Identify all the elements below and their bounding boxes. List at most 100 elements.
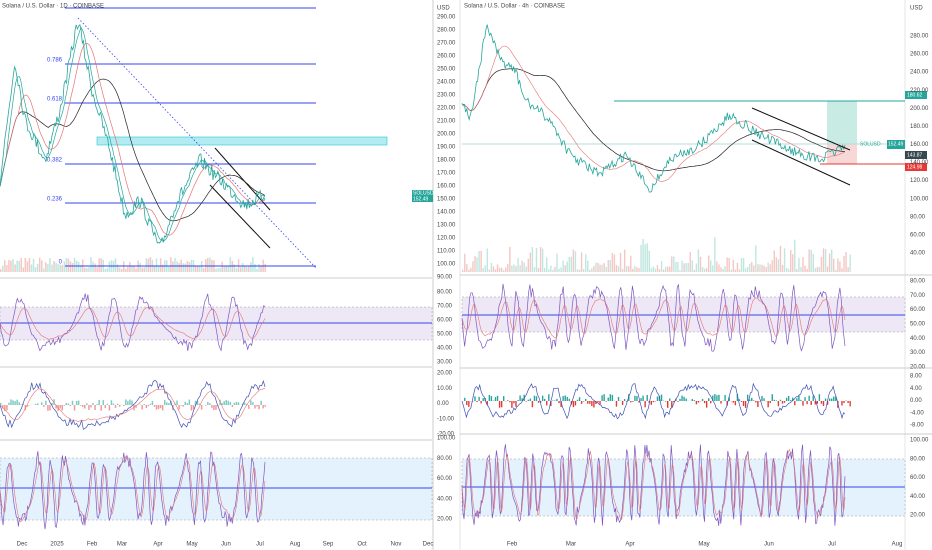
hist-bar bbox=[0, 402, 2, 405]
volume-bar bbox=[509, 246, 511, 272]
volume-bar bbox=[513, 264, 515, 272]
axis-label: 100.00 bbox=[910, 438, 929, 444]
volume-bar bbox=[822, 248, 825, 272]
hist-bar bbox=[541, 395, 544, 401]
hist-bar bbox=[98, 399, 100, 405]
volume-bar bbox=[541, 248, 544, 272]
volume-bar bbox=[219, 267, 221, 272]
axis-label: 180.00 bbox=[910, 124, 929, 130]
hist-bar bbox=[712, 395, 714, 401]
axis-label: 0.00 bbox=[437, 401, 449, 407]
volume-bar bbox=[168, 266, 170, 272]
hist-bar bbox=[229, 402, 232, 405]
hist-bar bbox=[519, 395, 521, 401]
hist-bar bbox=[591, 401, 593, 407]
hist-bar bbox=[209, 403, 211, 405]
volume-bar bbox=[196, 266, 199, 272]
hist-bar bbox=[65, 402, 68, 405]
volume-bar bbox=[638, 268, 640, 272]
hist-bar bbox=[826, 401, 829, 405]
hist-bar bbox=[151, 400, 154, 405]
time-label: Sep bbox=[323, 542, 334, 548]
volume-bar bbox=[617, 266, 620, 272]
hist-bar bbox=[632, 401, 634, 402]
volume-bar bbox=[223, 266, 225, 272]
hist-bar bbox=[804, 397, 806, 401]
hist-bar bbox=[736, 394, 739, 401]
axis-label: 100.00 bbox=[910, 196, 929, 202]
hist-bar bbox=[749, 399, 751, 401]
hist-bar bbox=[831, 398, 833, 401]
price-tag-text: SOLUSD bbox=[413, 190, 434, 196]
hist-bar bbox=[664, 401, 667, 402]
volume-bar bbox=[544, 267, 546, 272]
hist-bar bbox=[84, 405, 86, 409]
hist-bar bbox=[488, 394, 491, 401]
hist-bar bbox=[182, 405, 184, 407]
hist-bar bbox=[174, 403, 176, 405]
hist-bar bbox=[802, 401, 804, 406]
axis-label: 60.00 bbox=[437, 476, 453, 482]
volume-bar bbox=[837, 258, 839, 272]
volume-bar bbox=[4, 260, 6, 272]
hist-bar bbox=[47, 405, 49, 411]
volume-bar bbox=[114, 258, 117, 272]
volume-bar bbox=[61, 265, 63, 272]
volume-bar bbox=[613, 254, 616, 272]
hist-bar bbox=[100, 405, 102, 411]
volume-bar bbox=[129, 262, 131, 272]
hist-bar bbox=[580, 401, 583, 404]
volume-bar bbox=[20, 257, 22, 272]
stoch-d bbox=[0, 456, 266, 522]
volume-bar bbox=[601, 264, 603, 272]
hist-bar bbox=[26, 405, 29, 407]
hist-bar bbox=[697, 401, 700, 403]
volume-bar bbox=[194, 265, 197, 272]
axis-label: 40.00 bbox=[910, 336, 926, 342]
axis-label: 40.00 bbox=[437, 346, 453, 352]
volume-bar bbox=[734, 269, 737, 272]
hist-bar bbox=[550, 401, 552, 407]
hist-bar bbox=[535, 396, 538, 401]
level-tag bbox=[905, 151, 927, 159]
hist-bar bbox=[527, 399, 529, 401]
hist-bar bbox=[71, 400, 74, 405]
volume-bar bbox=[77, 261, 80, 272]
hist-bar bbox=[188, 399, 191, 405]
hist-bar bbox=[681, 395, 683, 401]
volume-bar bbox=[486, 248, 488, 272]
time-label: Jul bbox=[256, 542, 264, 548]
hist-bar bbox=[149, 403, 152, 405]
rsi bbox=[461, 283, 846, 352]
hist-bar bbox=[246, 403, 248, 405]
volume-bar bbox=[773, 250, 775, 272]
hist-bar bbox=[525, 401, 527, 402]
volume-bar bbox=[71, 262, 74, 272]
time-label: Feb bbox=[87, 542, 98, 548]
volume-bar bbox=[587, 260, 589, 272]
volume-bar bbox=[757, 264, 759, 272]
rsi-ma bbox=[461, 297, 846, 339]
hist-bar bbox=[20, 404, 22, 405]
axis-label: 130.00 bbox=[437, 223, 456, 229]
hist-bar bbox=[705, 401, 708, 408]
hist-bar bbox=[517, 400, 519, 401]
volume-bar bbox=[763, 265, 765, 272]
hist-bar bbox=[806, 401, 808, 405]
volume-bar bbox=[546, 257, 548, 272]
axis-label: -8.00 bbox=[910, 423, 924, 429]
volume-bar bbox=[480, 250, 482, 272]
hist-bar bbox=[607, 397, 609, 401]
time-label: Jun bbox=[221, 542, 231, 548]
hist-bar bbox=[509, 401, 511, 403]
hist-bar bbox=[728, 396, 730, 401]
hist-bar bbox=[820, 401, 823, 404]
hist-bar bbox=[114, 405, 117, 408]
fib-label: 0 bbox=[59, 260, 63, 266]
hist-bar bbox=[123, 405, 125, 406]
volume-bar bbox=[233, 264, 236, 272]
hist-bar bbox=[215, 405, 217, 410]
volume-bar bbox=[147, 258, 150, 272]
hist-bar bbox=[213, 405, 215, 410]
volume-bar bbox=[783, 248, 786, 272]
